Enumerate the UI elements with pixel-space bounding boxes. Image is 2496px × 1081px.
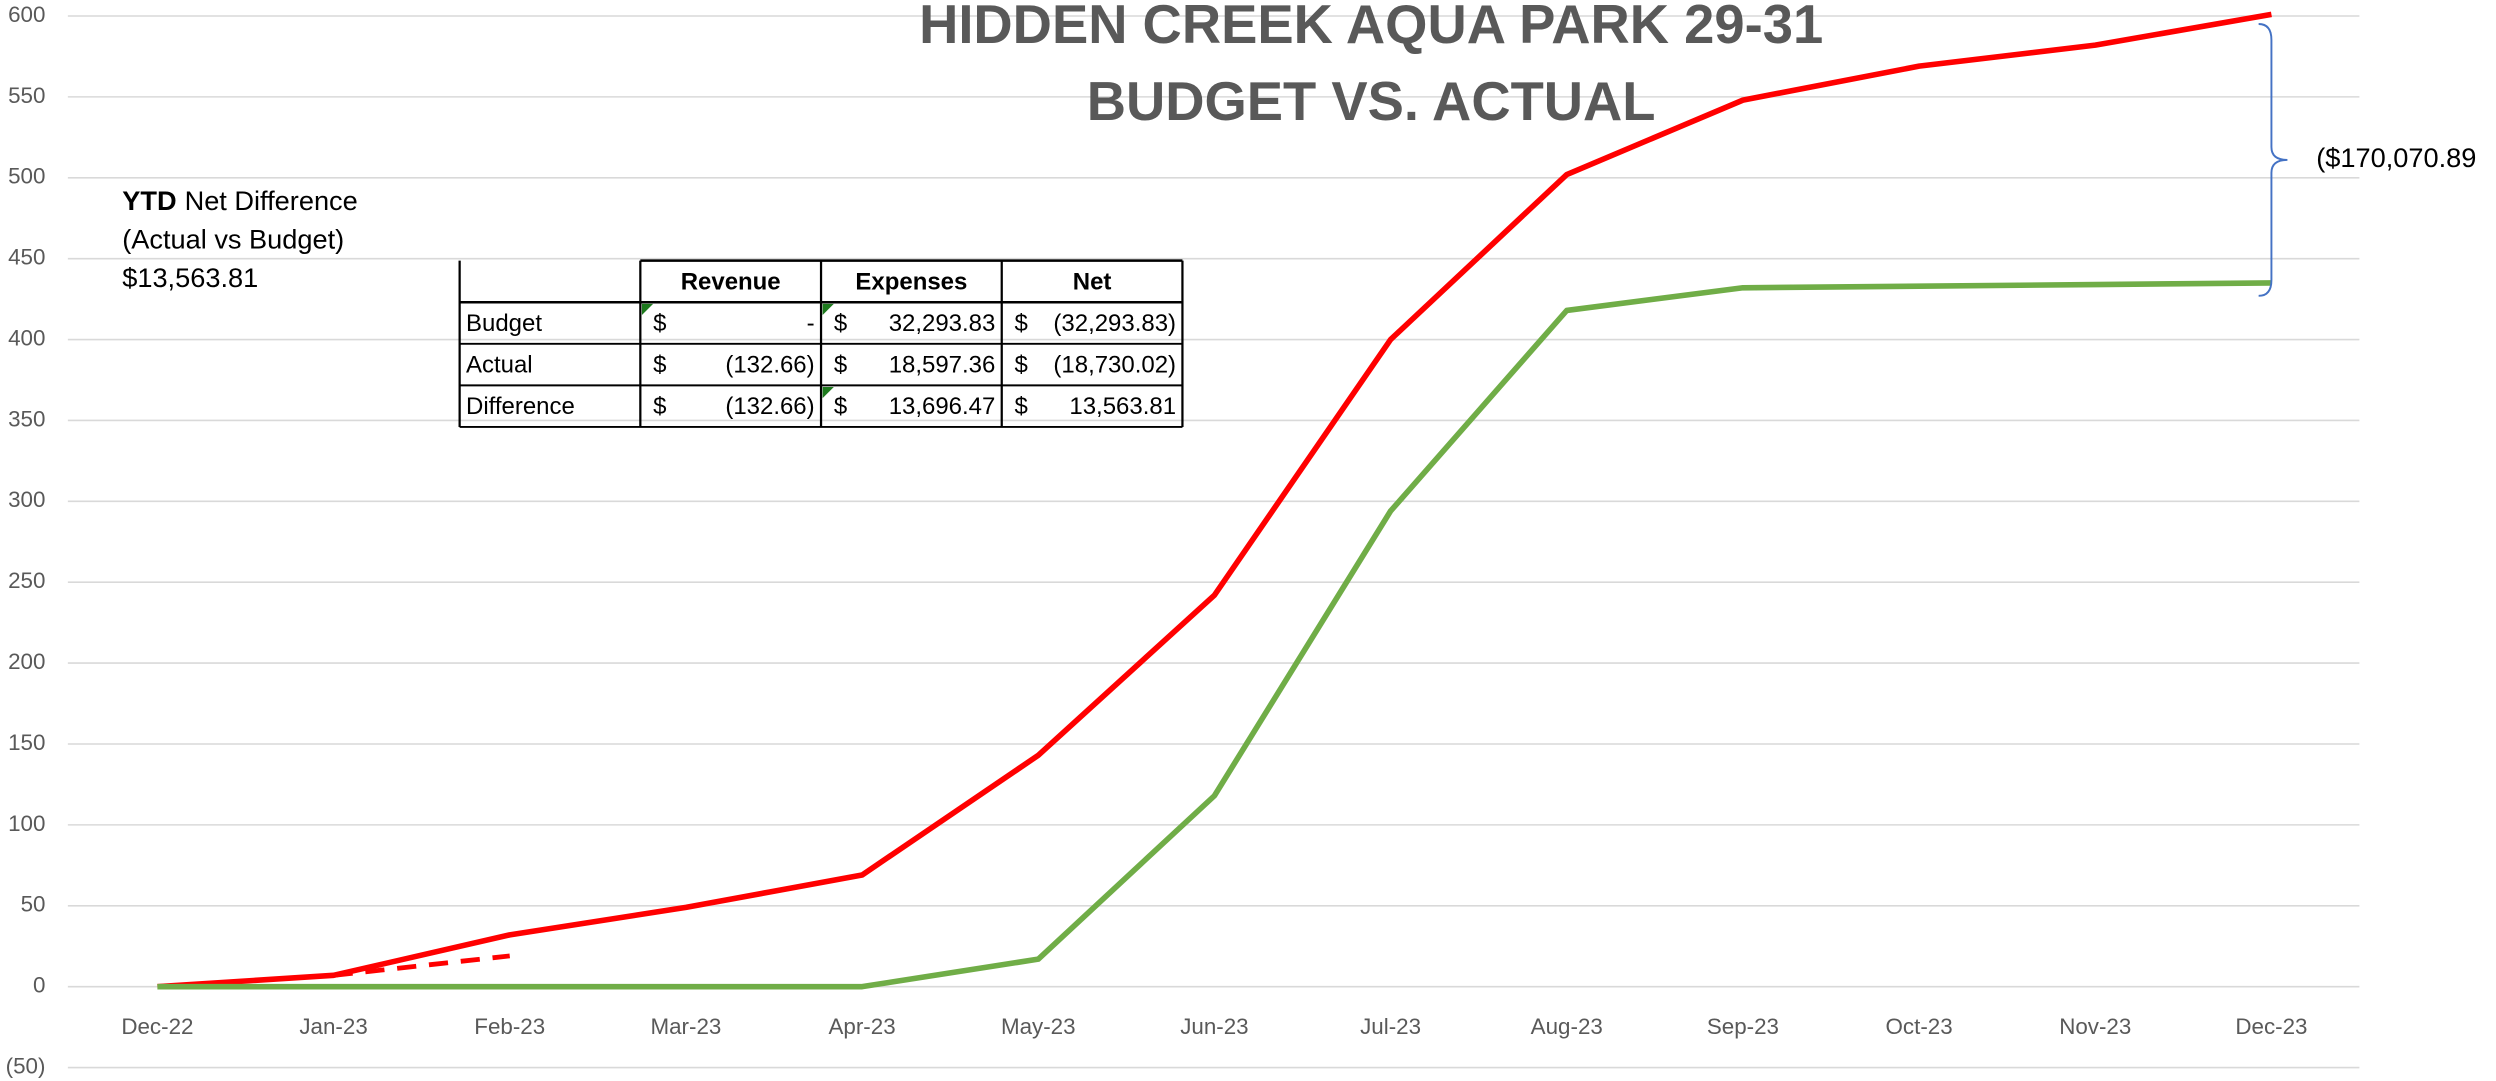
y-tick-label: 400 xyxy=(8,325,45,350)
currency: $ xyxy=(653,393,666,420)
currency: $ xyxy=(653,352,666,379)
table-cell: 13,696.47 xyxy=(889,393,996,420)
table-header: Expenses xyxy=(855,268,967,295)
row-label: Budget xyxy=(466,310,542,337)
y-tick-label: 500 xyxy=(8,164,45,189)
line-series xyxy=(157,11,2272,990)
table-cell: (18,730.02) xyxy=(1053,352,1176,379)
x-tick-label: May-23 xyxy=(1001,1014,1076,1039)
y-tick-label: 200 xyxy=(8,649,45,674)
y-tick-label: 250 xyxy=(8,568,45,593)
y-tick-label: (50) xyxy=(6,1053,46,1078)
table-cell: (132.66) xyxy=(725,393,814,420)
y-tick-label: 450 xyxy=(8,245,45,270)
y-tick-label: 150 xyxy=(8,730,45,755)
x-tick-label: Oct-23 xyxy=(1886,1014,1953,1039)
table-cell: (32,293.83) xyxy=(1053,310,1176,337)
y-tick-label: 350 xyxy=(8,406,45,431)
ytd-annotation-line: (Actual vs Budget) xyxy=(122,224,344,255)
currency: $ xyxy=(1015,393,1028,420)
row-label: Difference xyxy=(466,393,575,420)
x-tick-label: Feb-23 xyxy=(474,1014,545,1039)
y-tick-label: 550 xyxy=(8,83,45,108)
chart-subtitle: BUDGET VS. ACTUAL xyxy=(1087,71,1656,132)
ytd-text: Net Difference xyxy=(185,185,358,216)
x-tick-label: Dec-22 xyxy=(121,1014,193,1039)
table-cell: 13,563.81 xyxy=(1069,393,1176,420)
x-tick-label: Nov-23 xyxy=(2059,1014,2131,1039)
x-tick-label: Jun-23 xyxy=(1180,1014,1248,1039)
currency: $ xyxy=(834,310,847,337)
y-tick-label: 300 xyxy=(8,487,45,512)
x-tick-label: Apr-23 xyxy=(828,1014,895,1039)
row-label: Actual xyxy=(466,352,533,379)
y-tick-label: 0 xyxy=(33,973,45,998)
gap-annotation: ($170,070.89 xyxy=(2316,142,2476,173)
currency: $ xyxy=(653,310,666,337)
y-tick-label: 50 xyxy=(21,892,46,917)
table-cell: (132.66) xyxy=(725,352,814,379)
ytd-bold: YTD xyxy=(122,185,176,216)
x-tick-label: Sep-23 xyxy=(1707,1014,1779,1039)
table-cell: - xyxy=(807,310,815,337)
x-tick-label: Jan-23 xyxy=(299,1014,367,1039)
ytd-value: $13,563.81 xyxy=(122,262,258,293)
table-header: Revenue xyxy=(681,268,781,295)
line-series xyxy=(157,280,2272,990)
table-cell: 32,293.83 xyxy=(889,310,996,337)
x-tick-label: Jul-23 xyxy=(1360,1014,1421,1039)
x-tick-label: Aug-23 xyxy=(1531,1014,1603,1039)
currency: $ xyxy=(1015,352,1028,379)
currency: $ xyxy=(1015,310,1028,337)
plot-area: (50) 0 50 100 150 200 250 300 350 400 450 500 550 600… xyxy=(6,2,2360,1078)
table-header: Net xyxy=(1073,268,1112,295)
x-tick-label: Mar-23 xyxy=(650,1014,721,1039)
y-tick-label: 100 xyxy=(8,811,45,836)
currency: $ xyxy=(834,352,847,379)
currency: $ xyxy=(834,393,847,420)
table-cell: 18,597.36 xyxy=(889,352,996,379)
y-tick-label: 600 xyxy=(8,2,45,27)
ytd-annotation: YTD Net Difference xyxy=(122,185,358,216)
x-tick-label: Dec-23 xyxy=(2235,1014,2307,1039)
chart-title: HIDDEN CREEK AQUA PARK 29-31 xyxy=(919,0,1823,55)
cell-flag xyxy=(822,386,834,399)
bracket xyxy=(2258,23,2288,297)
